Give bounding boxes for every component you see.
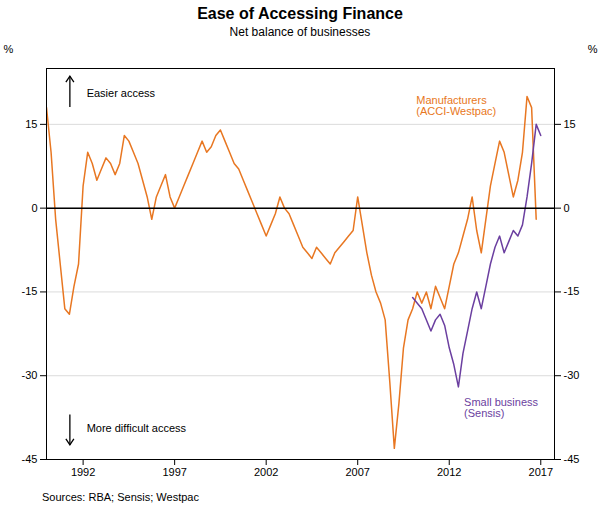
svg-text:2017: 2017	[529, 466, 553, 478]
svg-text:-45: -45	[22, 453, 38, 465]
svg-text:2002: 2002	[254, 466, 278, 478]
svg-text:-45: -45	[564, 453, 580, 465]
svg-text:1992: 1992	[71, 466, 95, 478]
svg-text:15: 15	[25, 118, 37, 130]
svg-text:More difficult access: More difficult access	[87, 422, 187, 434]
html-text:Ease of Accessing Finance: Ease of Accessing Finance	[197, 5, 403, 22]
svg-text:Manufacturers(ACCI-Westpac): Manufacturers(ACCI-Westpac)	[416, 94, 496, 117]
svg-text:-15: -15	[564, 285, 580, 297]
svg-text:0: 0	[31, 202, 37, 214]
svg-text:-30: -30	[22, 369, 38, 381]
svg-text:1997: 1997	[162, 466, 186, 478]
svg-text:Easier access: Easier access	[87, 87, 156, 99]
svg-text:0: 0	[564, 202, 570, 214]
svg-text:2007: 2007	[345, 466, 369, 478]
html-text:Sources: RBA; Sensis; Westpac: Sources: RBA; Sensis; Westpac	[42, 491, 199, 503]
svg-text:15: 15	[564, 118, 576, 130]
svg-text:-15: -15	[22, 285, 38, 297]
svg-text:-30: -30	[564, 369, 580, 381]
svg-text:Small business(Sensis): Small business(Sensis)	[464, 396, 538, 419]
svg-text:%: %	[4, 43, 14, 55]
svg-text:%: %	[588, 43, 598, 55]
html-text:Net balance of businesses: Net balance of businesses	[229, 25, 371, 39]
svg-text:2012: 2012	[437, 466, 461, 478]
